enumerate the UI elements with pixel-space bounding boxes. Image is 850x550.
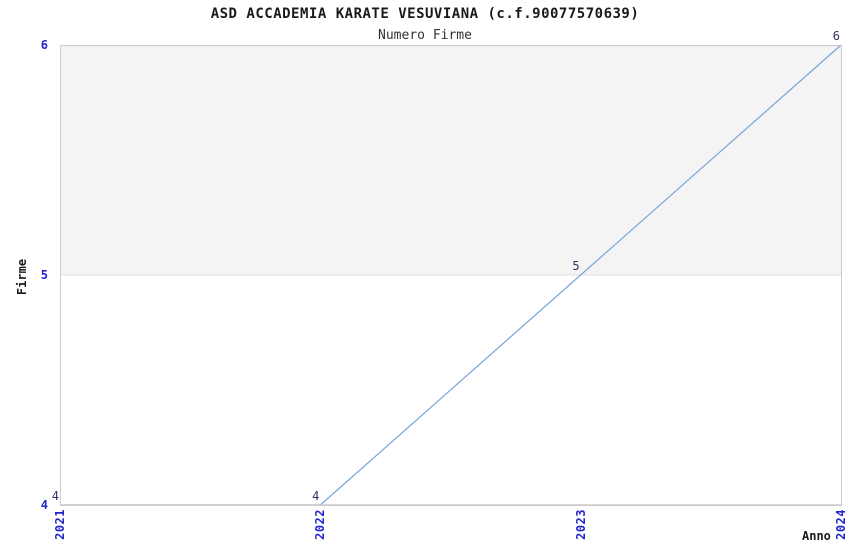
x-tick-label: 2024: [834, 509, 848, 540]
y-tick-label: 6: [40, 38, 48, 52]
y-tick-label: 5: [40, 268, 48, 282]
plot-border: [60, 45, 842, 506]
point-label: 6: [833, 29, 840, 43]
y-tick-label: 4: [40, 498, 48, 512]
x-axis-title: Anno: [802, 529, 831, 543]
x-tick-label: 2023: [573, 509, 588, 540]
point-label: 5: [572, 259, 579, 273]
x-tick-label: 2021: [53, 509, 67, 540]
x-tick-label: 2022: [313, 509, 328, 540]
point-label: 4: [312, 489, 319, 503]
band-5-to-6: [60, 45, 841, 275]
chart-subtitle: Numero Firme: [378, 28, 472, 43]
chart-title: ASD ACCADEMIA KARATE VESUVIANA (c.f.9007…: [210, 6, 640, 22]
point-label: 4: [52, 489, 59, 503]
